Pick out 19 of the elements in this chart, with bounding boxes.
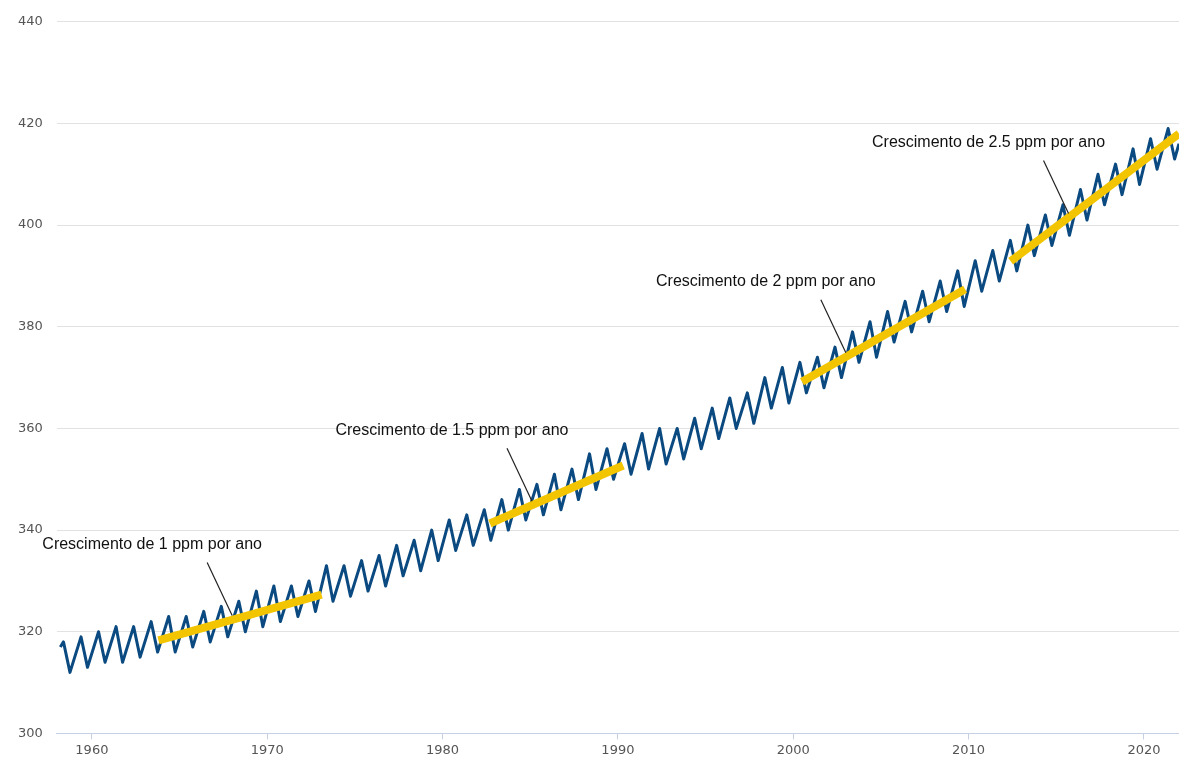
annotation: Crescimento de 2.5 ppm por ano bbox=[872, 132, 1106, 150]
y-tick-label: 320 bbox=[17, 623, 43, 639]
x-tick-label: 2000 bbox=[776, 741, 810, 757]
y-tick-label: 340 bbox=[17, 521, 43, 537]
x-tick-label: 1960 bbox=[75, 741, 109, 757]
x-tick-label: 1990 bbox=[601, 741, 635, 757]
annotation: Crescimento de 1 ppm por ano bbox=[42, 534, 263, 552]
x-tick-label: 1970 bbox=[250, 741, 284, 757]
y-tick-label: 380 bbox=[17, 318, 43, 334]
y-tick-label: 360 bbox=[17, 419, 43, 435]
annotation: Crescimento de 2 ppm por ano bbox=[656, 272, 876, 290]
x-tick-label: 2010 bbox=[952, 741, 986, 757]
x-tick-label: 1980 bbox=[426, 741, 460, 757]
annotation: Crescimento de 1.5 ppm por ano bbox=[335, 420, 569, 438]
y-tick-label: 440 bbox=[17, 13, 43, 29]
y-tick-label: 300 bbox=[17, 724, 43, 740]
x-tick-label: 2020 bbox=[1127, 741, 1161, 757]
y-tick-label: 400 bbox=[17, 216, 43, 232]
y-tick-label: 420 bbox=[17, 114, 43, 130]
